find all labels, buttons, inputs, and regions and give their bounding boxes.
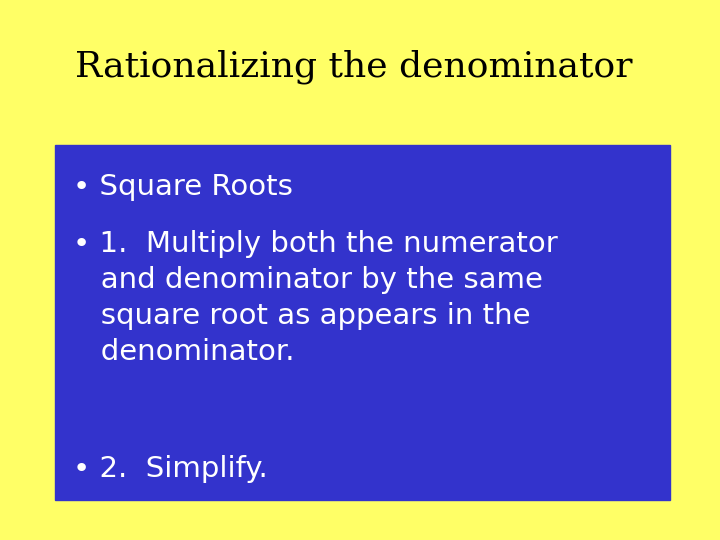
Text: Rationalizing the denominator: Rationalizing the denominator <box>75 50 632 84</box>
Text: square root as appears in the: square root as appears in the <box>73 302 531 330</box>
Text: and denominator by the same: and denominator by the same <box>73 266 543 294</box>
Text: • Square Roots: • Square Roots <box>73 173 293 201</box>
Bar <box>55 145 670 500</box>
Text: • 1.  Multiply both the numerator: • 1. Multiply both the numerator <box>73 230 558 258</box>
Text: denominator.: denominator. <box>73 338 294 366</box>
Text: • 2.  Simplify.: • 2. Simplify. <box>73 455 268 483</box>
